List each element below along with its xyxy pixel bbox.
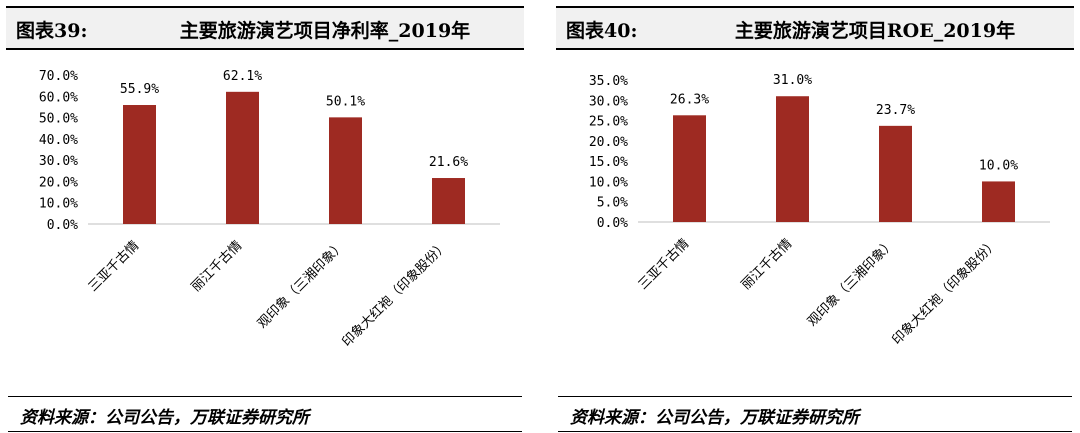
- y-tick-label: 30.0%: [39, 154, 78, 169]
- category-label: 印象大红袍（印象股份）: [339, 238, 451, 350]
- bar: [879, 125, 912, 222]
- category-label: 丽江千古情: [189, 238, 246, 295]
- data-label: 50.1%: [326, 94, 365, 109]
- y-tick-label: 0.0%: [597, 216, 628, 231]
- y-tick-label: 35.0%: [589, 74, 628, 89]
- y-tick-label: 15.0%: [589, 155, 628, 170]
- source-text: 资料来源：公司公告，万联证券研究所: [20, 408, 309, 428]
- chart-panel-net-margin: 图表39: 主要旅游演艺项目净利率_2019年 0.0% 10.0% 20.0% 30…: [0, 0, 530, 433]
- bar: [226, 91, 259, 224]
- chart-title: 主要旅游演艺项目ROE_2019年: [734, 20, 1016, 42]
- y-tick-label: 20.0%: [589, 135, 628, 150]
- figure-number: 图表39:: [16, 20, 88, 42]
- bar: [432, 178, 465, 224]
- y-tick-label: 70.0%: [39, 69, 78, 84]
- data-label: 55.9%: [120, 82, 159, 97]
- y-tick-label: 25.0%: [589, 115, 628, 130]
- bar: [982, 181, 1015, 222]
- y-tick-label: 50.0%: [39, 112, 78, 127]
- bar-chart-roe: 0.0% 5.0% 10.0% 15.0% 20.0% 25.0% 30.0% 35.0% 26…: [589, 73, 1050, 348]
- data-label: 26.3%: [670, 92, 709, 107]
- bar: [123, 105, 156, 224]
- source-text: 资料来源：公司公告，万联证券研究所: [570, 408, 859, 428]
- category-label: 丽江千古情: [739, 236, 796, 293]
- data-label: 31.0%: [773, 73, 812, 88]
- bar-chart-net-margin: 0.0% 10.0% 20.0% 30.0% 40.0% 50.0% 60.0% 70.0% 5…: [39, 69, 500, 350]
- y-tick-label: 10.0%: [39, 197, 78, 212]
- y-tick-label: 5.0%: [597, 196, 628, 211]
- source-note: 资料来源：公司公告，万联证券研究所: [8, 396, 522, 432]
- y-tick-label: 60.0%: [39, 90, 78, 105]
- category-label: 三亚千古情: [636, 236, 693, 293]
- y-tick-label: 40.0%: [39, 133, 78, 148]
- category-label: 观印象（三湘印象）: [255, 238, 348, 331]
- y-tick-label: 20.0%: [39, 175, 78, 190]
- data-label: 23.7%: [876, 103, 915, 118]
- figure-header: 图表40: 主要旅游演艺项目ROE_2019年: [556, 6, 1074, 50]
- data-label: 62.1%: [223, 69, 262, 84]
- category-label: 观印象（三湘印象）: [805, 236, 898, 329]
- bar: [329, 117, 362, 224]
- bar: [776, 96, 809, 222]
- data-label: 10.0%: [979, 158, 1018, 173]
- data-label: 21.6%: [429, 155, 468, 170]
- bar: [673, 115, 706, 222]
- category-label: 印象大红袍（印象股份）: [889, 236, 1001, 348]
- category-label: 三亚千古情: [86, 238, 143, 295]
- source-note: 资料来源：公司公告，万联证券研究所: [558, 396, 1072, 432]
- figure-number: 图表40:: [566, 20, 638, 42]
- y-tick-label: 0.0%: [47, 218, 78, 233]
- y-tick-label: 10.0%: [589, 175, 628, 190]
- chart-panel-roe: 图表40: 主要旅游演艺项目ROE_2019年 0.0% 5.0% 10.0% 15.…: [550, 0, 1080, 433]
- y-tick-label: 30.0%: [589, 94, 628, 109]
- chart-title: 主要旅游演艺项目净利率_2019年: [179, 20, 471, 42]
- figure-header: 图表39: 主要旅游演艺项目净利率_2019年: [6, 6, 524, 50]
